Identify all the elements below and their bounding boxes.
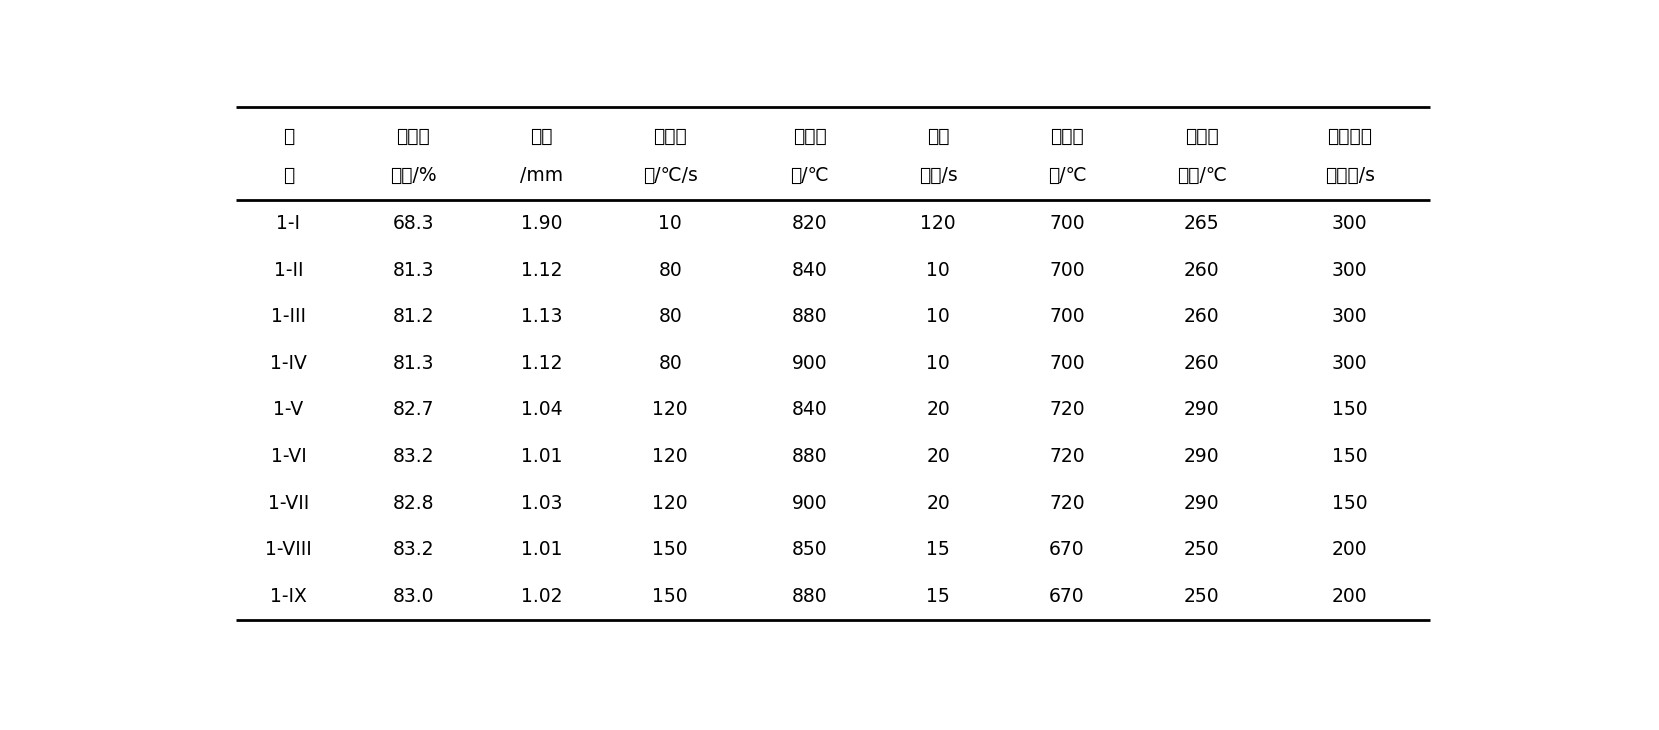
Text: 720: 720 xyxy=(1048,447,1085,466)
Text: 82.7: 82.7 xyxy=(392,401,435,420)
Text: 度/℃: 度/℃ xyxy=(790,166,830,185)
Text: 250: 250 xyxy=(1185,587,1219,606)
Text: 过时效等: 过时效等 xyxy=(1327,127,1372,146)
Text: 290: 290 xyxy=(1185,493,1219,512)
Text: 83.2: 83.2 xyxy=(392,447,435,466)
Text: 80: 80 xyxy=(659,307,682,326)
Text: 150: 150 xyxy=(1332,401,1367,420)
Text: 下量/%: 下量/% xyxy=(390,166,436,185)
Text: /mm: /mm xyxy=(521,166,562,185)
Text: 880: 880 xyxy=(791,307,828,326)
Text: 20: 20 xyxy=(926,447,951,466)
Text: 700: 700 xyxy=(1048,261,1085,280)
Text: 1-III: 1-III xyxy=(270,307,305,326)
Text: 300: 300 xyxy=(1332,214,1367,233)
Text: 81.3: 81.3 xyxy=(392,354,435,373)
Text: 900: 900 xyxy=(791,493,828,512)
Text: 艺: 艺 xyxy=(282,166,294,185)
Text: 83.0: 83.0 xyxy=(392,587,435,606)
Text: 880: 880 xyxy=(791,587,828,606)
Text: 温时间/s: 温时间/s xyxy=(1326,166,1375,185)
Text: 700: 700 xyxy=(1048,354,1085,373)
Text: 退火温: 退火温 xyxy=(793,127,826,146)
Text: 1-VII: 1-VII xyxy=(267,493,309,512)
Text: 1.03: 1.03 xyxy=(521,493,562,512)
Text: 1-V: 1-V xyxy=(274,401,304,420)
Text: 20: 20 xyxy=(926,401,951,420)
Text: 670: 670 xyxy=(1048,540,1085,559)
Text: 1.12: 1.12 xyxy=(521,354,562,373)
Text: 120: 120 xyxy=(652,447,688,466)
Text: 250: 250 xyxy=(1185,540,1219,559)
Text: 80: 80 xyxy=(659,354,682,373)
Text: 120: 120 xyxy=(652,493,688,512)
Text: 720: 720 xyxy=(1048,493,1085,512)
Text: 1.02: 1.02 xyxy=(521,587,562,606)
Text: 850: 850 xyxy=(791,540,828,559)
Text: 700: 700 xyxy=(1048,214,1085,233)
Text: 1-IV: 1-IV xyxy=(270,354,307,373)
Text: 150: 150 xyxy=(652,587,688,606)
Text: 率/℃/s: 率/℃/s xyxy=(642,166,698,185)
Text: 720: 720 xyxy=(1048,401,1085,420)
Text: 840: 840 xyxy=(791,261,828,280)
Text: 1-II: 1-II xyxy=(274,261,304,280)
Text: 80: 80 xyxy=(659,261,682,280)
Text: 670: 670 xyxy=(1048,587,1085,606)
Text: 150: 150 xyxy=(1332,447,1367,466)
Text: 冷轧压: 冷轧压 xyxy=(397,127,430,146)
Text: 260: 260 xyxy=(1185,354,1219,373)
Text: 20: 20 xyxy=(926,493,951,512)
Text: 10: 10 xyxy=(926,261,951,280)
Text: 200: 200 xyxy=(1332,587,1367,606)
Text: 工: 工 xyxy=(282,127,294,146)
Text: 退火: 退火 xyxy=(927,127,949,146)
Text: 1.01: 1.01 xyxy=(521,447,562,466)
Text: 260: 260 xyxy=(1185,261,1219,280)
Text: 300: 300 xyxy=(1332,307,1367,326)
Text: 15: 15 xyxy=(926,540,951,559)
Text: 加热速: 加热速 xyxy=(654,127,687,146)
Text: 265: 265 xyxy=(1185,214,1219,233)
Text: 880: 880 xyxy=(791,447,828,466)
Text: 200: 200 xyxy=(1332,540,1367,559)
Text: 68.3: 68.3 xyxy=(392,214,435,233)
Text: 260: 260 xyxy=(1185,307,1219,326)
Text: 快冷始: 快冷始 xyxy=(1050,127,1083,146)
Text: 290: 290 xyxy=(1185,401,1219,420)
Text: 1-IX: 1-IX xyxy=(270,587,307,606)
Text: 900: 900 xyxy=(791,354,828,373)
Text: 1.12: 1.12 xyxy=(521,261,562,280)
Text: 板厚: 板厚 xyxy=(531,127,552,146)
Text: 840: 840 xyxy=(791,401,828,420)
Text: 81.3: 81.3 xyxy=(392,261,435,280)
Text: 1-VI: 1-VI xyxy=(270,447,307,466)
Text: 81.2: 81.2 xyxy=(392,307,435,326)
Text: 82.8: 82.8 xyxy=(392,493,435,512)
Text: 1-VIII: 1-VIII xyxy=(265,540,312,559)
Text: 10: 10 xyxy=(659,214,682,233)
Text: 300: 300 xyxy=(1332,354,1367,373)
Text: 820: 820 xyxy=(791,214,828,233)
Text: 150: 150 xyxy=(652,540,688,559)
Text: 时间/s: 时间/s xyxy=(919,166,957,185)
Text: 700: 700 xyxy=(1048,307,1085,326)
Text: 300: 300 xyxy=(1332,261,1367,280)
Text: 1.13: 1.13 xyxy=(521,307,562,326)
Text: 10: 10 xyxy=(926,307,951,326)
Text: 290: 290 xyxy=(1185,447,1219,466)
Text: 1.90: 1.90 xyxy=(521,214,562,233)
Text: 150: 150 xyxy=(1332,493,1367,512)
Text: 120: 120 xyxy=(921,214,956,233)
Text: 过时效: 过时效 xyxy=(1185,127,1219,146)
Text: 83.2: 83.2 xyxy=(392,540,435,559)
Text: 温/℃: 温/℃ xyxy=(1047,166,1087,185)
Text: 1-I: 1-I xyxy=(277,214,300,233)
Text: 温度/℃: 温度/℃ xyxy=(1176,166,1226,185)
Text: 1.04: 1.04 xyxy=(521,401,562,420)
Text: 1.01: 1.01 xyxy=(521,540,562,559)
Text: 120: 120 xyxy=(652,401,688,420)
Text: 15: 15 xyxy=(926,587,951,606)
Text: 10: 10 xyxy=(926,354,951,373)
